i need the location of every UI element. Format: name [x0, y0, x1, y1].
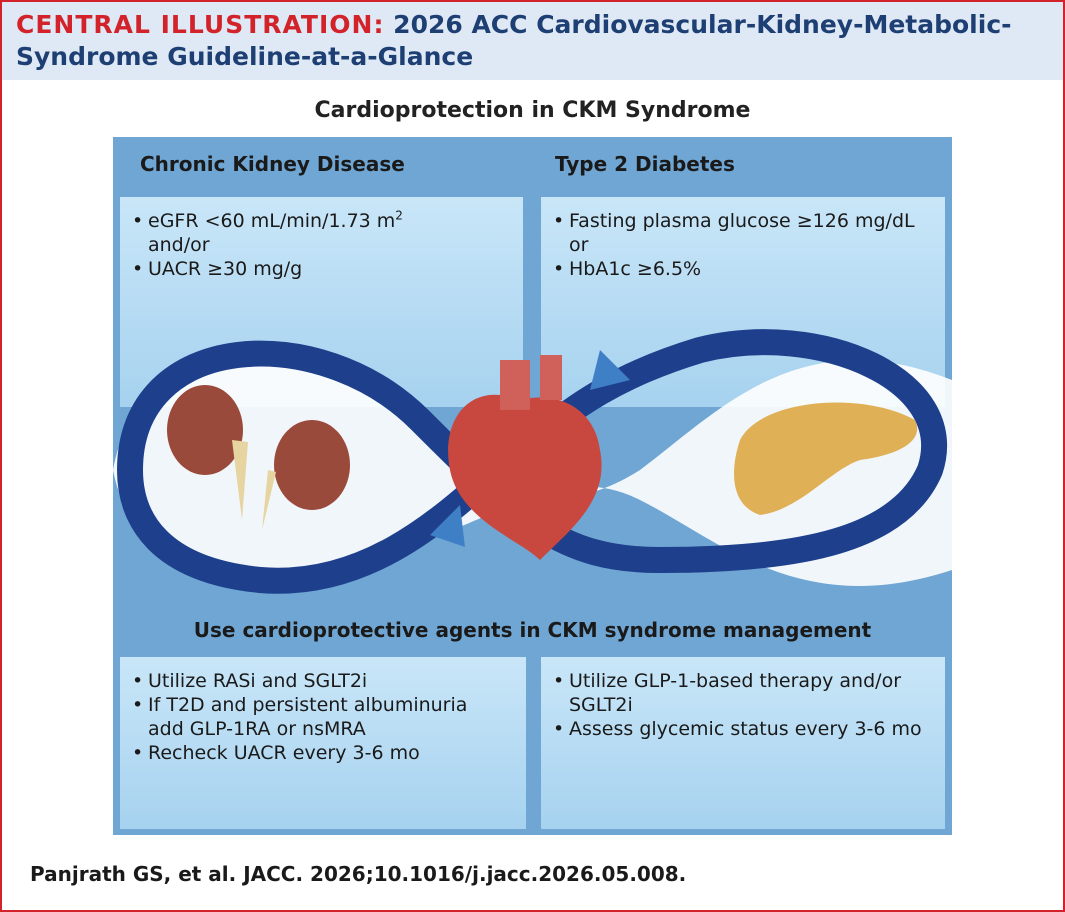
item-text: UACR ≥30 mg/g	[148, 258, 303, 280]
bullet-item: eGFR <60 mL/min/1.73 m2 and/or	[130, 209, 513, 257]
citation: Panjrath GS, et al. JACC. 2026;10.1016/j…	[30, 862, 687, 886]
backdrop	[113, 354, 952, 586]
arrow	[430, 505, 465, 547]
panel-heading: Chronic Kidney Disease	[140, 152, 405, 176]
bullet-item: HbA1c ≥6.5%	[551, 257, 935, 281]
bullet-item: Assess glycemic status every 3-6 mo	[551, 717, 935, 741]
main-title: Cardioprotection in CKM Syndrome	[314, 98, 751, 123]
item-text: eGFR <60 mL/min/1.73 m	[148, 210, 396, 232]
item-text: If T2D and persistent albuminuria	[148, 694, 468, 716]
kidney	[167, 385, 243, 475]
heart-vessels	[500, 355, 562, 410]
pancreas	[734, 402, 918, 515]
section-heading: Use cardioprotective agents in CKM syndr…	[193, 618, 872, 642]
bullet-item: Utilize RASi and SGLT2i	[130, 669, 516, 693]
item-text: Utilize RASi and SGLT2i	[148, 670, 368, 692]
management-panel: Utilize GLP-1-based therapy and/orSGLT2i…	[541, 657, 945, 829]
header-line: CENTRAL ILLUSTRATION: 2026 ACC Cardiovas…	[16, 10, 1012, 39]
item-text: Assess glycemic status every 3-6 mo	[569, 718, 922, 740]
header-title: Syndrome Guideline-at-a-Glance	[16, 42, 474, 71]
item-continuation: and/or	[148, 234, 210, 256]
header: CENTRAL ILLUSTRATION: 2026 ACC Cardiovas…	[2, 2, 1063, 80]
item-continuation: or	[569, 234, 589, 256]
superscript: 2	[395, 208, 403, 223]
management-panel: Utilize RASi and SGLT2iIf T2D and persis…	[120, 657, 526, 829]
header-label: CENTRAL ILLUSTRATION:	[16, 10, 385, 39]
header-title: 2026 ACC Cardiovascular-Kidney-Metabolic…	[393, 10, 1012, 39]
panel-heading: Type 2 Diabetes	[555, 152, 735, 176]
item-text: Utilize GLP-1-based therapy and/or	[569, 670, 901, 692]
bullet-item: UACR ≥30 mg/g	[130, 257, 513, 281]
item-continuation: SGLT2i	[569, 694, 633, 716]
item-continuation: add GLP-1RA or nsMRA	[148, 718, 366, 740]
infinity-ribbon	[116, 329, 948, 594]
ureter	[232, 440, 276, 530]
kidney	[274, 420, 350, 510]
heart	[448, 394, 602, 560]
bullet-item: Recheck UACR every 3-6 mo	[130, 741, 516, 765]
arrow	[590, 350, 630, 390]
item-text: Recheck UACR every 3-6 mo	[148, 742, 420, 764]
item-text: HbA1c ≥6.5%	[569, 258, 702, 280]
item-text: Fasting plasma glucose ≥126 mg/dL	[569, 210, 915, 232]
